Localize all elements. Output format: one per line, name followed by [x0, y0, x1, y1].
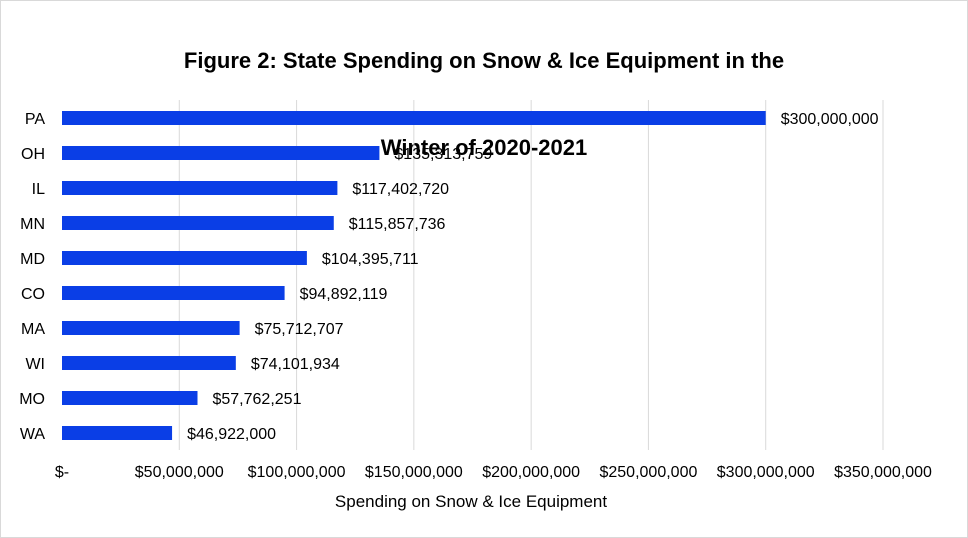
- category-label: WA: [20, 426, 46, 443]
- category-label: OH: [21, 146, 45, 163]
- category-label: MN: [20, 216, 45, 233]
- x-tick-label: $100,000,000: [248, 464, 346, 481]
- bar-md: [62, 251, 307, 265]
- chart-title-line-1: Figure 2: State Spending on Snow & Ice E…: [183, 48, 785, 73]
- data-label: $104,395,711: [322, 251, 419, 268]
- x-tick-labels: $- $50,000,000 $100,000,000 $150,000,000 $20…: [55, 464, 932, 481]
- bar-oh: [62, 146, 380, 160]
- bar-co: [62, 286, 285, 300]
- x-tick-label: $200,000,000: [482, 464, 580, 481]
- x-tick-label: $150,000,000: [365, 464, 463, 481]
- data-label: $46,922,000: [187, 426, 276, 443]
- bar-mo: [62, 391, 198, 405]
- bar-il: [62, 181, 338, 195]
- category-label: PA: [25, 111, 45, 128]
- category-label: MA: [21, 321, 45, 338]
- x-tick-label: $-: [55, 464, 69, 481]
- data-label: $115,857,736: [349, 216, 446, 233]
- category-label: MD: [20, 251, 45, 268]
- data-label: $94,892,119: [300, 286, 388, 303]
- bar-pa: [62, 111, 766, 125]
- data-label: $135,313,759: [394, 146, 492, 163]
- chart-title: Figure 2: State Spending on Snow & Ice E…: [0, 17, 968, 162]
- category-label: CO: [21, 286, 45, 303]
- chart-title-line-2: Winter of 2020-2021: [380, 135, 588, 160]
- data-label: $300,000,000: [781, 111, 879, 128]
- bar-mn: [62, 216, 334, 230]
- bar-wi: [62, 356, 236, 370]
- x-tick-label: $300,000,000: [717, 464, 815, 481]
- data-label: $74,101,934: [251, 356, 340, 373]
- data-labels: $300,000,000 $135,313,759 $117,402,720 $115…: [187, 111, 879, 443]
- x-tick-label: $250,000,000: [599, 464, 697, 481]
- bar-ma: [62, 321, 240, 335]
- data-label: $57,762,251: [212, 391, 301, 408]
- data-label: $117,402,720: [352, 181, 449, 198]
- x-tick-label: $50,000,000: [135, 464, 224, 481]
- category-label: WI: [25, 356, 45, 373]
- data-label: $75,712,707: [255, 321, 344, 338]
- category-label: MO: [19, 391, 45, 408]
- bar-wa: [62, 426, 173, 440]
- x-tick-label: $350,000,000: [834, 464, 932, 481]
- bars: [62, 111, 766, 440]
- category-labels: PA OH IL MN MD CO MA WI MO WA: [19, 111, 45, 443]
- x-axis-label: Spending on Snow & Ice Equipment: [335, 492, 607, 511]
- category-label: IL: [32, 181, 45, 198]
